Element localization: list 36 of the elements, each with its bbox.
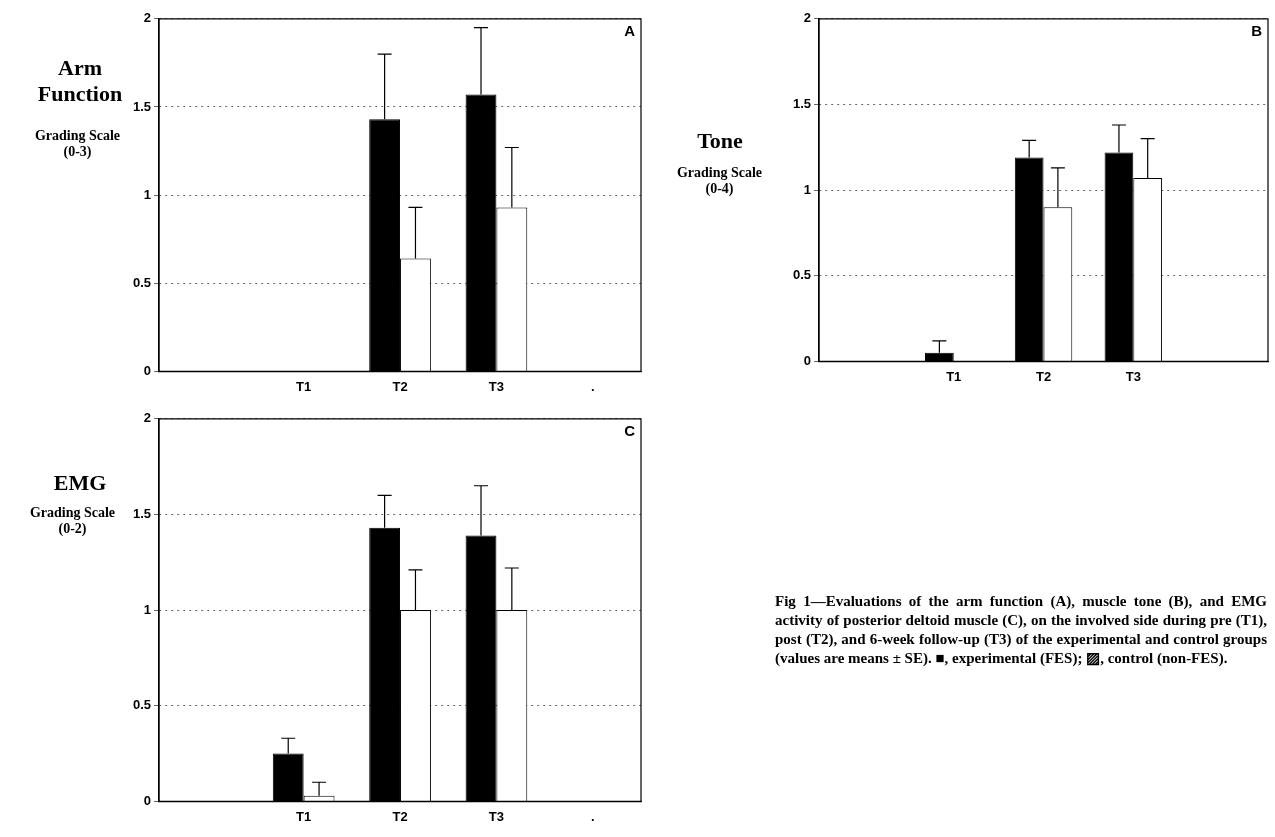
y-tick-label: 2 [143,10,152,26]
y-tick-label: 2 [803,10,812,26]
annotation: A [624,22,636,40]
y-tick-label: 1.5 [132,506,152,522]
y-tick-label: 0 [143,362,152,378]
y-tick-label: 0.5 [132,274,152,290]
y-tick-label: 1 [143,601,152,617]
x-tick-label: T3 [1125,368,1141,384]
text: Arm Function [37,55,123,106]
y-tick-label: 1 [803,181,812,197]
x-tick-label: T2 [392,808,408,824]
x-tick-label: T1 [296,808,312,824]
x-tick-label: . [590,378,595,394]
caption: Fig 1—Evaluations of the arm function (A), muscle tone (B), and EMG activity of posterior deltoid muscle (C), on the involved side during pre (T1), post (T2), and 6-week follow-up (T3) of the experimental and control groups (values are means ± SE). ■, experimental (FES); ▨, control (non-FES). [775,592,1267,668]
y-tick-label: 1.5 [132,98,152,114]
annotation: B [1251,22,1263,40]
y-tick-label: 0 [143,792,152,808]
x-tick-label: T3 [488,378,505,394]
y-axis-title: Grading Scale (0-4) [675,165,764,197]
text: Tone [696,128,744,154]
y-tick-label: 0 [803,352,812,368]
x-tick-label: T3 [488,808,505,824]
x-tick-label: T1 [946,368,962,384]
x-tick-label: T2 [392,378,408,394]
x-tick-label: T1 [296,378,312,394]
y-tick-label: 2 [143,410,152,426]
y-tick-label: 0.5 [132,697,152,713]
y-axis-title: Grading Scale (0-2) [28,505,117,537]
y-tick-label: 1.5 [792,96,812,112]
x-tick-label: T2 [1035,368,1052,384]
annotation: C [624,422,636,440]
text: EMG [52,470,108,496]
y-tick-label: 1 [143,186,152,202]
y-axis-title: Grading Scale (0-3) [33,128,122,160]
y-tick-label: 0.5 [792,267,812,283]
x-tick-label: . [590,808,595,824]
